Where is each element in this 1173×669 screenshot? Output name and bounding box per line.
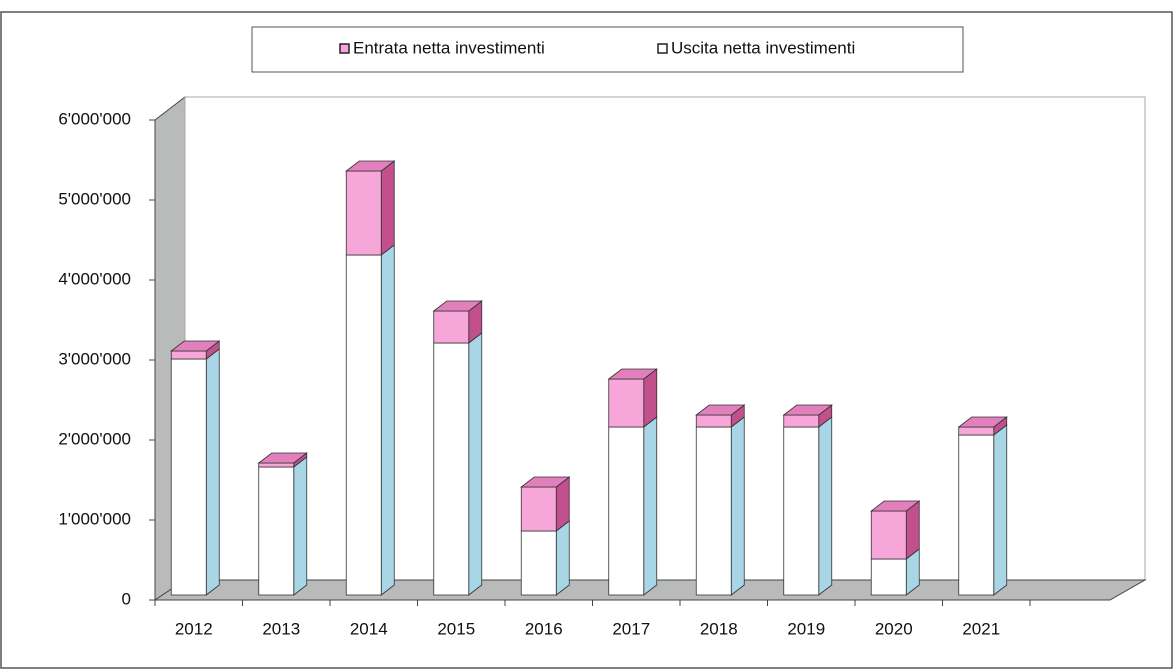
bar	[345, 170, 382, 256]
x-tick-label: 2016	[525, 619, 563, 638]
legend	[251, 26, 964, 73]
y-tick-label: 5'000'000	[58, 189, 131, 208]
bar	[608, 378, 645, 428]
bar	[345, 254, 382, 596]
bar	[783, 414, 820, 428]
bar	[783, 426, 820, 596]
bar	[258, 462, 295, 468]
bar	[695, 426, 732, 596]
bar-side	[818, 416, 833, 596]
x-tick-label: 2012	[175, 619, 213, 638]
bar-top	[957, 416, 1008, 428]
y-tick-label: 0	[122, 589, 131, 608]
bar-side	[993, 424, 1008, 596]
bar-side	[205, 348, 220, 596]
bar	[958, 434, 995, 596]
legend-label: Uscita netta investimenti	[671, 38, 855, 57]
bar-side	[643, 416, 658, 596]
bar-top	[607, 368, 658, 380]
y-tick-label: 1'000'000	[58, 509, 131, 528]
x-tick-label: 2020	[875, 619, 913, 638]
legend-swatch	[339, 43, 350, 54]
legend-label: Entrata netta investimenti	[353, 38, 545, 57]
legend-swatch	[657, 43, 668, 54]
bar-side	[293, 456, 308, 596]
bar	[958, 426, 995, 436]
x-tick-label: 2014	[350, 619, 388, 638]
bar-top	[695, 404, 746, 416]
x-tick-label: 2015	[437, 619, 475, 638]
bar	[433, 342, 470, 596]
bar	[433, 310, 470, 344]
x-tick-label: 2013	[262, 619, 300, 638]
bar	[520, 530, 557, 596]
bar-side	[380, 160, 395, 256]
bar-side	[730, 416, 745, 596]
y-tick-label: 2'000'000	[58, 429, 131, 448]
bar-top	[520, 476, 571, 488]
bar	[170, 350, 207, 360]
bar	[608, 426, 645, 596]
bar-top	[432, 300, 483, 312]
bar	[170, 358, 207, 596]
x-tick-label: 2017	[612, 619, 650, 638]
bar-top	[170, 340, 221, 352]
bar	[870, 558, 907, 596]
bar	[258, 466, 295, 596]
bar-top	[257, 452, 308, 464]
y-tick-label: 3'000'000	[58, 349, 131, 368]
bar-top	[345, 160, 396, 172]
bar-side	[468, 332, 483, 596]
y-tick-label: 6'000'000	[58, 109, 131, 128]
bar-side	[380, 244, 395, 596]
x-tick-label: 2019	[787, 619, 825, 638]
bar	[870, 510, 907, 560]
bar-side	[555, 520, 570, 596]
x-tick-label: 2021	[962, 619, 1000, 638]
bar-top	[782, 404, 833, 416]
bar	[695, 414, 732, 428]
x-tick-label: 2018	[700, 619, 738, 638]
y-tick-label: 4'000'000	[58, 269, 131, 288]
bar-top	[870, 500, 921, 512]
bar	[520, 486, 557, 532]
